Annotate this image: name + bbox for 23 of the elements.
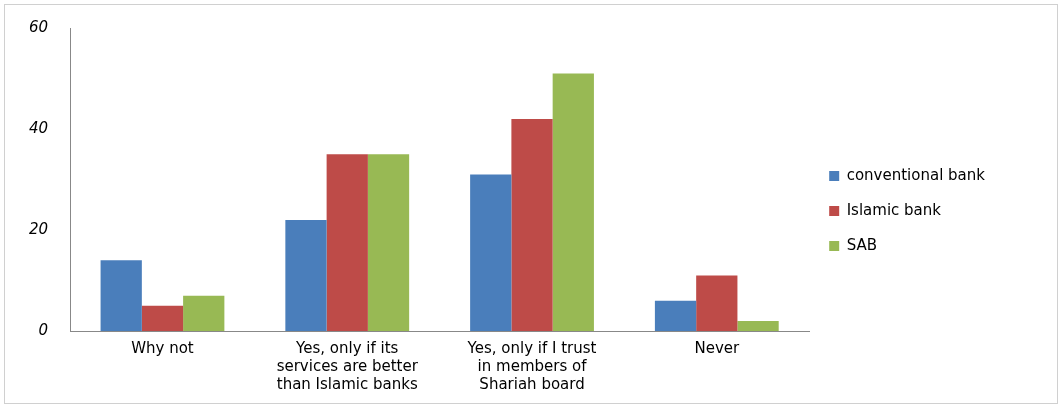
y-tick-label: 60 <box>28 17 49 36</box>
bar <box>367 154 410 331</box>
bar <box>737 320 779 331</box>
bar <box>326 154 368 331</box>
legend-label: Islamic bank <box>846 200 942 219</box>
legend-label: conventional bank <box>846 165 986 184</box>
bar <box>511 118 553 331</box>
bar <box>285 219 327 331</box>
bar <box>552 73 594 331</box>
y-tick-label: 20 <box>28 219 49 238</box>
y-tick-label: 0 <box>38 320 49 339</box>
x-tick-label: Never <box>694 338 740 357</box>
bar <box>141 305 184 331</box>
bar <box>100 260 142 331</box>
bar <box>183 295 225 331</box>
bar <box>696 275 738 331</box>
bar <box>654 300 697 331</box>
legend-label: SAB <box>846 235 878 254</box>
x-tick-label: Yes, only if I trust in members of Shariah board <box>466 338 597 393</box>
x-tick-label: Why not <box>131 338 194 357</box>
bar <box>470 174 512 331</box>
y-tick-label: 40 <box>28 118 49 137</box>
x-tick-label: Yes, only if its services are better than Islamic banks <box>276 338 419 393</box>
